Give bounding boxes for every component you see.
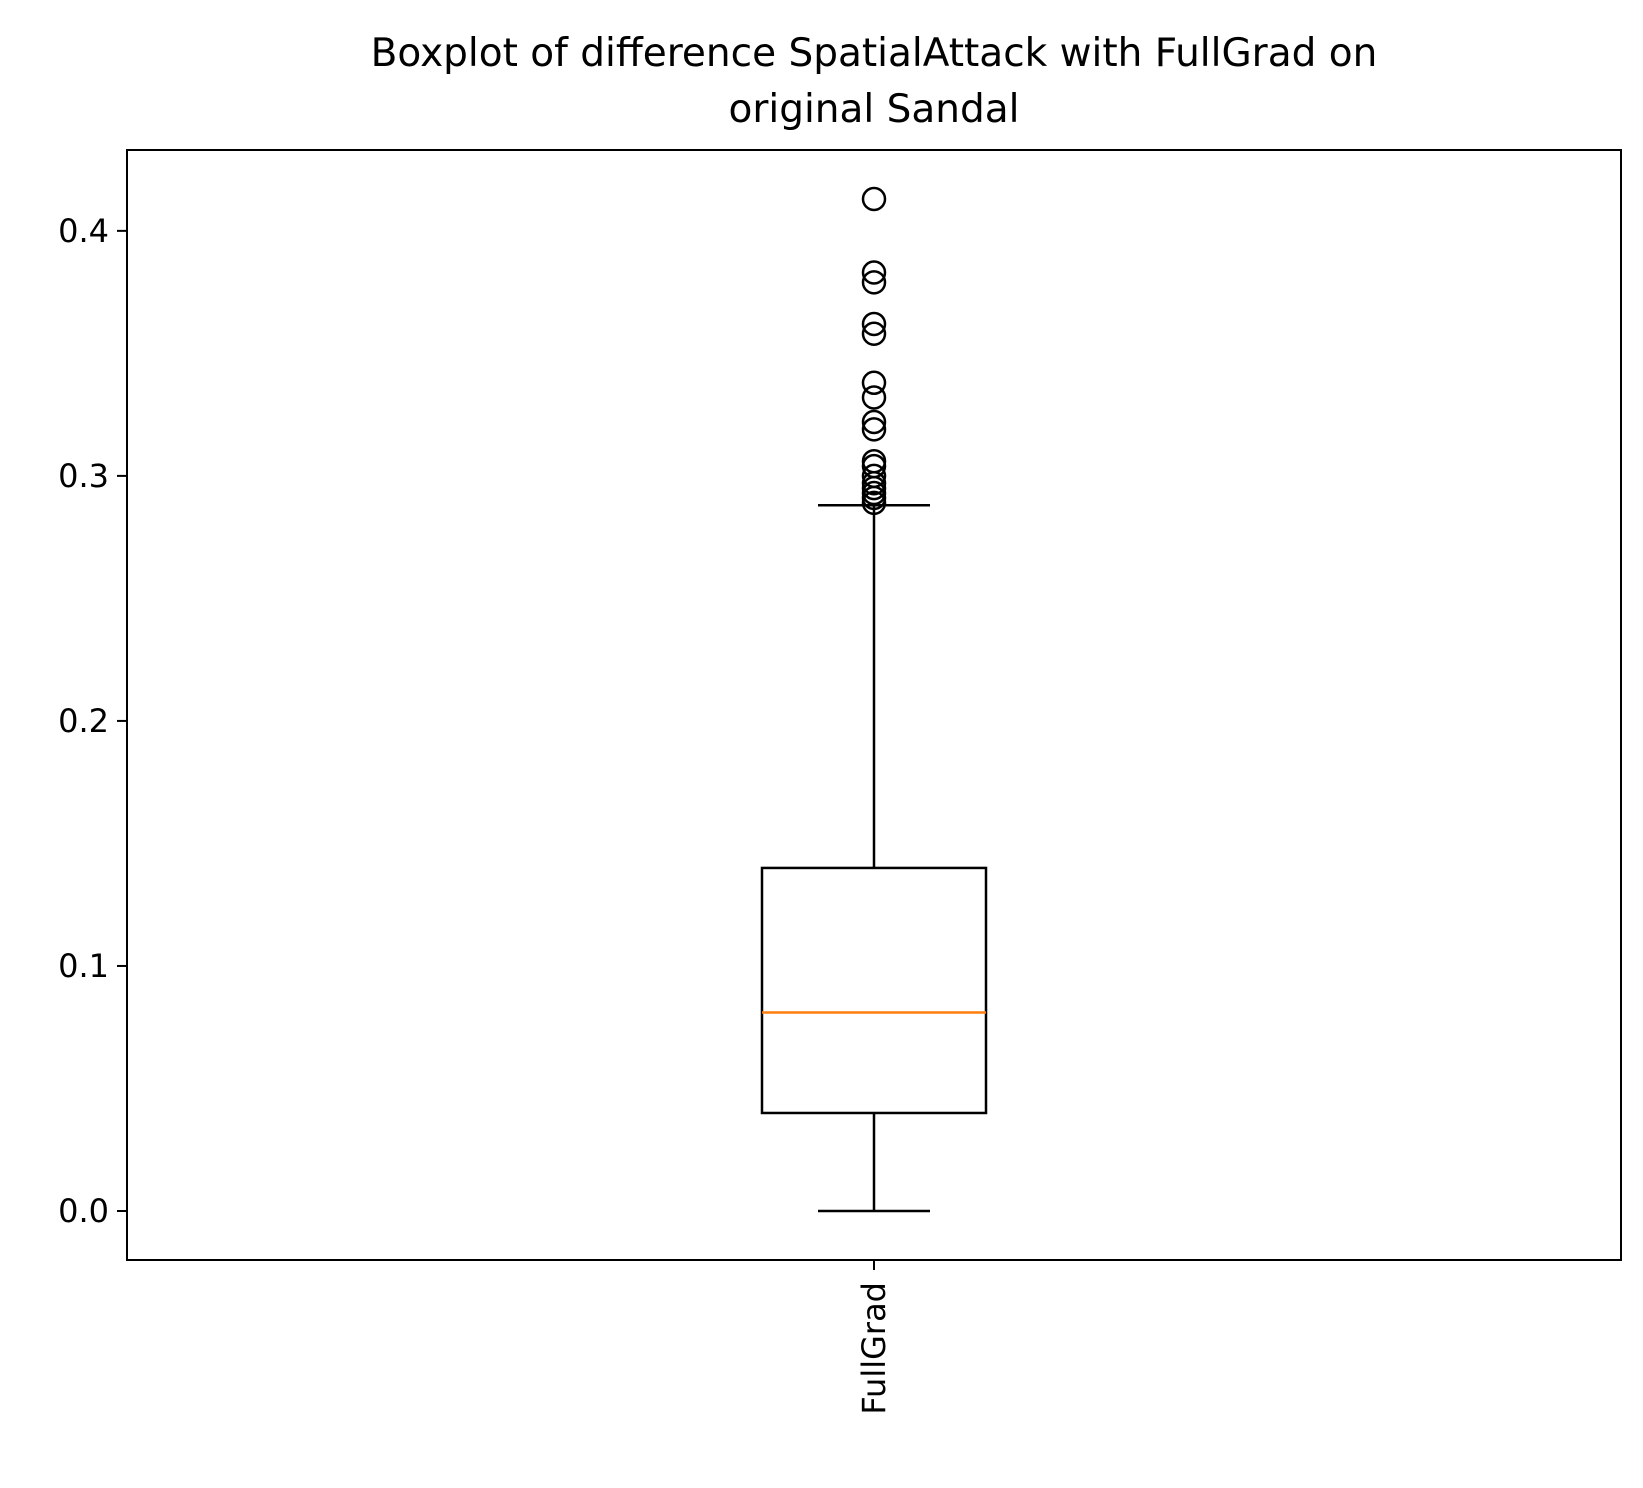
chart-title-line-1: Boxplot of difference SpatialAttack with… [371, 31, 1378, 76]
outlier-point [861, 409, 887, 435]
y-tick-label: 0.2 [58, 702, 109, 740]
plot-area [760, 186, 988, 1213]
iqr-box [760, 866, 988, 1115]
outlier-point [861, 260, 887, 285]
y-axis: 0.0 0.1 0.2 0.3 0.4 [58, 212, 127, 1230]
y-tick-label: 0.0 [58, 1192, 109, 1230]
chart-title-line-2: original Sandal [728, 87, 1019, 132]
y-tick-label: 0.1 [58, 947, 109, 985]
outlier-point [861, 270, 887, 295]
y-tick-label: 0.3 [58, 457, 109, 495]
outlier-point [861, 385, 887, 410]
x-axis: FullGrad [855, 1260, 893, 1415]
outlier-point [861, 370, 887, 396]
outlier-point [861, 417, 887, 442]
outlier-point [861, 321, 887, 347]
x-tick-label: FullGrad [855, 1282, 893, 1415]
outlier-point [861, 186, 887, 212]
outlier-point [861, 311, 887, 337]
outlier-point [861, 490, 887, 516]
y-tick-label: 0.4 [58, 212, 109, 250]
